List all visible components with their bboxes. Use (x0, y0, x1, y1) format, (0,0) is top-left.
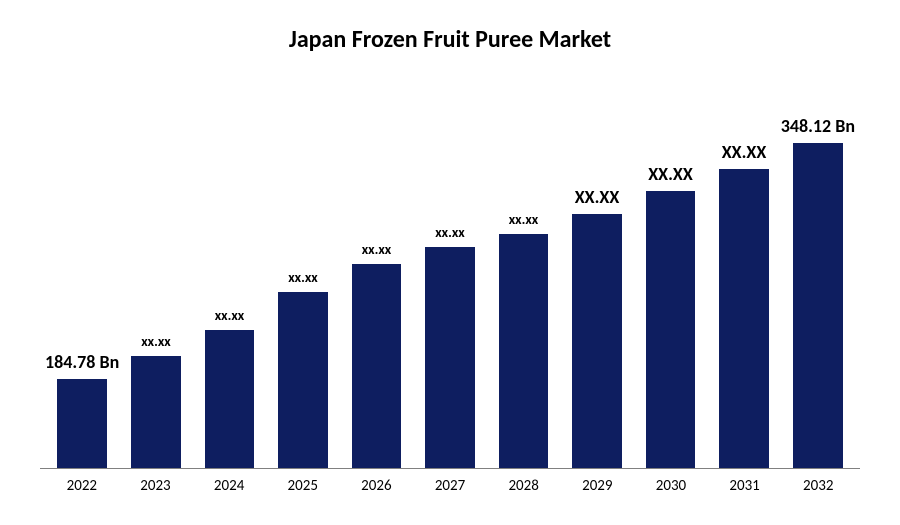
bar (793, 143, 843, 468)
bar (425, 247, 475, 468)
bar-value-label: xx.xx (288, 269, 317, 286)
x-axis-label: 2027 (413, 477, 487, 495)
bar-value-label: XX.XX (722, 141, 766, 163)
bar (646, 191, 696, 468)
bar (278, 292, 328, 468)
chart-title: Japan Frozen Fruit Puree Market (40, 25, 860, 54)
bar-group: xx.xx (119, 94, 193, 468)
x-axis-label: 2030 (634, 477, 708, 495)
x-axis-label: 2032 (781, 477, 855, 495)
x-axis-label: 2029 (560, 477, 634, 495)
bar (205, 330, 255, 468)
bar-value-label: xx.xx (362, 241, 391, 258)
bar (131, 356, 181, 468)
bar-group: xx.xx (340, 94, 414, 468)
bar-value-label: xx.xx (509, 211, 538, 228)
bar-group: 184.78 Bn (45, 94, 119, 468)
bar (352, 264, 402, 468)
plot-area: 184.78 Bn xx.xx xx.xx xx.xx xx.xx xx.xx xx.xx X… (40, 94, 860, 469)
x-axis-label: 2026 (340, 477, 414, 495)
bar-group: XX.XX (707, 94, 781, 468)
bar-value-label: xx.xx (215, 307, 244, 324)
bar-group: xx.xx (413, 94, 487, 468)
bar-group: xx.xx (487, 94, 561, 468)
x-axis-label: 2025 (266, 477, 340, 495)
bar-value-label: 348.12 Bn (781, 115, 855, 137)
bar-group: 348.12 Bn (781, 94, 855, 468)
bar-group: XX.XX (634, 94, 708, 468)
bar-value-label: xx.xx (435, 224, 464, 241)
bar-value-label: 184.78 Bn (45, 351, 119, 373)
bar-group: xx.xx (193, 94, 267, 468)
bar (719, 169, 769, 468)
bar (572, 214, 622, 468)
bar (57, 379, 107, 468)
bar-group: xx.xx (266, 94, 340, 468)
x-axis-label: 2022 (45, 477, 119, 495)
bar-group: XX.XX (560, 94, 634, 468)
bar (499, 234, 549, 468)
x-axis-label: 2028 (487, 477, 561, 495)
bar-value-label: XX.XX (575, 186, 619, 208)
x-axis: 2022202320242025202620272028202920302031… (40, 469, 860, 495)
chart-container: Japan Frozen Fruit Puree Market 184.78 B… (0, 0, 900, 525)
x-axis-label: 2031 (708, 477, 782, 495)
x-axis-label: 2024 (192, 477, 266, 495)
bar-value-label: xx.xx (141, 333, 170, 350)
x-axis-label: 2023 (119, 477, 193, 495)
bar-value-label: XX.XX (648, 163, 692, 185)
